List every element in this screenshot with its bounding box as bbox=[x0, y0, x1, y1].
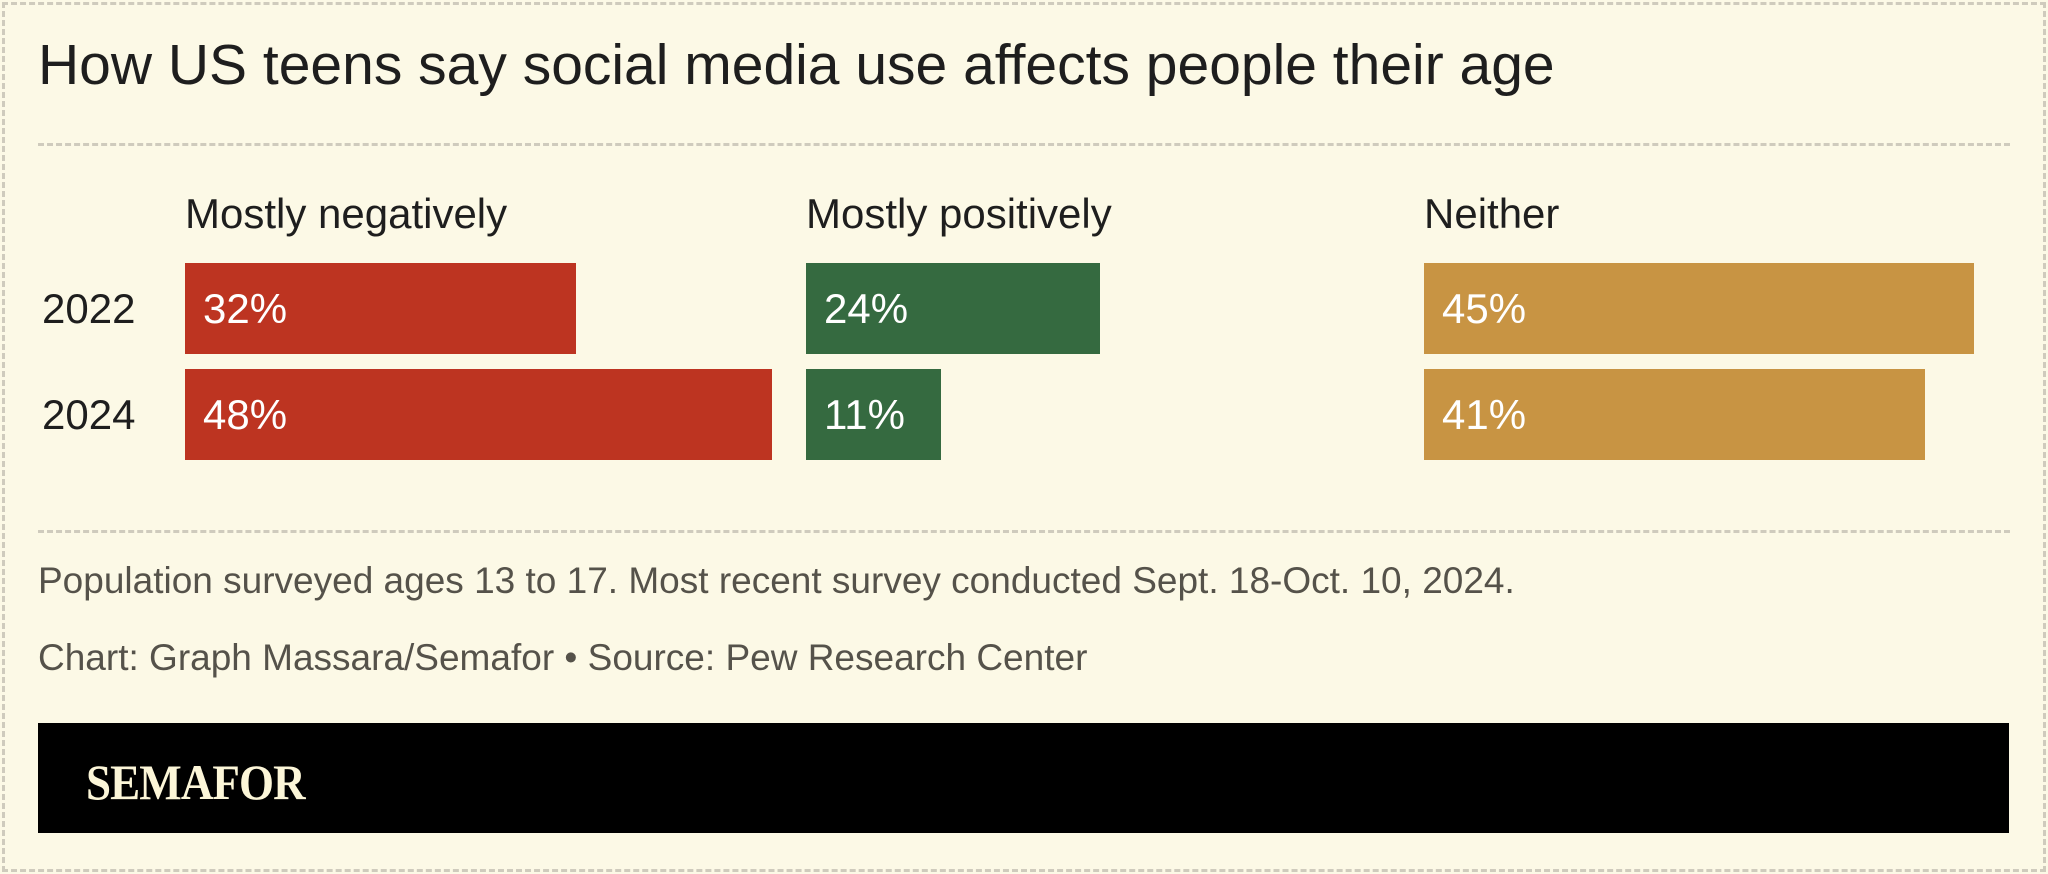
bottom-divider bbox=[38, 530, 2010, 533]
bar-value-label: 48% bbox=[203, 390, 288, 438]
bar-value-label: 45% bbox=[1442, 284, 1527, 332]
semafor-logo: SEMAFOR bbox=[86, 754, 306, 810]
year-label-2022: 2022 bbox=[42, 285, 136, 332]
year-label-2024: 2024 bbox=[42, 391, 136, 438]
top-divider bbox=[38, 143, 2010, 146]
bar-1-2024: 11% bbox=[806, 369, 941, 460]
bar-value-label: 41% bbox=[1442, 390, 1527, 438]
bar-0-2022: 32% bbox=[185, 263, 577, 354]
bar-0-2024: 48% bbox=[185, 369, 773, 460]
bar-value-label: 24% bbox=[824, 284, 909, 332]
bar-value-label: 32% bbox=[203, 284, 288, 332]
series-header-2: Neither bbox=[1424, 190, 1560, 237]
series-header-1: Mostly positively bbox=[806, 190, 1112, 237]
population-note: Population surveyed ages 13 to 17. Most … bbox=[38, 560, 1515, 601]
bar-2-2022: 45% bbox=[1424, 263, 1975, 354]
series-header-0: Mostly negatively bbox=[185, 190, 508, 237]
source-credit: Chart: Graph Massara/Semafor • Source: P… bbox=[38, 637, 1088, 678]
bar-2-2024: 41% bbox=[1424, 369, 1926, 460]
chart-title: How US teens say social media use affect… bbox=[38, 33, 1555, 97]
bar-value-label: 11% bbox=[824, 390, 905, 438]
brand-bar: SEMAFOR bbox=[38, 723, 2009, 833]
bar-1-2022: 24% bbox=[806, 263, 1100, 354]
